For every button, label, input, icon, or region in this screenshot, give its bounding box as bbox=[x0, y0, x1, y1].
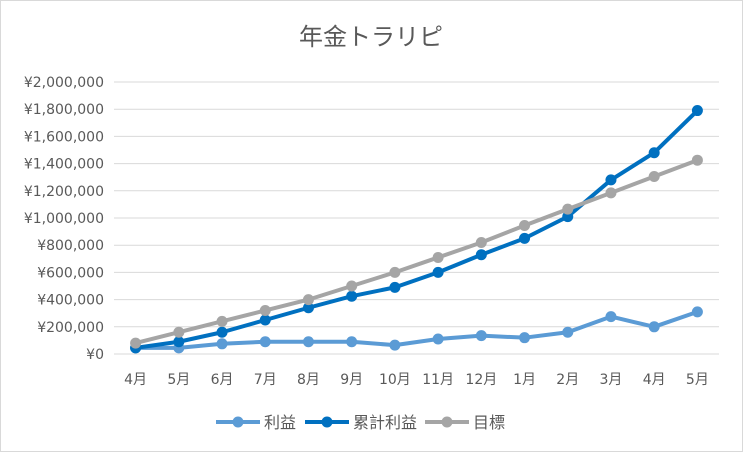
x-tick-label: 12月 bbox=[465, 372, 497, 388]
y-tick-label: ¥1,800,000 bbox=[24, 102, 104, 118]
legend: 利益 累計利益 目標 bbox=[216, 413, 505, 432]
data-point bbox=[302, 294, 314, 306]
data-point bbox=[432, 333, 444, 345]
x-tick-label: 5月 bbox=[686, 372, 709, 388]
legend-label: 目標 bbox=[473, 413, 505, 432]
y-tick-label: ¥1,000,000 bbox=[24, 211, 104, 227]
x-tick-label: 10月 bbox=[379, 372, 411, 388]
data-point bbox=[691, 306, 703, 318]
data-point bbox=[389, 266, 401, 278]
data-point bbox=[259, 336, 271, 348]
data-point bbox=[648, 171, 660, 183]
data-point bbox=[173, 326, 185, 338]
data-point bbox=[259, 304, 271, 316]
legend-marker bbox=[441, 416, 453, 428]
y-tick-label: ¥1,400,000 bbox=[24, 157, 104, 173]
data-point bbox=[302, 336, 314, 348]
y-tick-label: ¥0 bbox=[86, 347, 104, 363]
data-point bbox=[691, 154, 703, 166]
series-layer bbox=[130, 105, 703, 354]
data-point bbox=[216, 326, 228, 338]
legend-item: 累計利益 bbox=[305, 413, 417, 432]
data-point bbox=[475, 330, 487, 342]
y-tick-label: ¥600,000 bbox=[37, 265, 104, 281]
data-point bbox=[216, 338, 228, 350]
x-tick-label: 6月 bbox=[211, 372, 234, 388]
series-line bbox=[135, 158, 699, 346]
data-point bbox=[173, 336, 185, 348]
x-tick-label: 9月 bbox=[340, 372, 363, 388]
x-tick-label: 4月 bbox=[124, 372, 147, 388]
data-point bbox=[562, 203, 574, 215]
legend-marker bbox=[232, 416, 244, 428]
data-point bbox=[605, 174, 617, 186]
series-line bbox=[135, 109, 699, 350]
y-tick-label: ¥1,200,000 bbox=[24, 184, 104, 200]
x-tick-label: 11月 bbox=[422, 372, 454, 388]
data-point bbox=[432, 266, 444, 278]
legend-marker bbox=[321, 416, 333, 428]
data-point bbox=[346, 280, 358, 292]
gridlines bbox=[114, 81, 719, 355]
data-point bbox=[475, 249, 487, 261]
legend-label: 累計利益 bbox=[353, 413, 417, 432]
legend-item: 目標 bbox=[425, 413, 505, 432]
chart-title: 年金トラリピ bbox=[299, 23, 443, 51]
y-tick-label: ¥400,000 bbox=[37, 293, 104, 309]
x-axis-ticks: 4月 5月 6月 7月 8月 9月 10月 11月 12月 1月 2月 3月 4月 5月 bbox=[124, 372, 709, 388]
data-point bbox=[519, 232, 531, 244]
data-point bbox=[302, 302, 314, 314]
y-tick-label: ¥2,000,000 bbox=[24, 75, 104, 91]
data-point bbox=[389, 339, 401, 351]
x-tick-label: 2月 bbox=[556, 372, 579, 388]
x-tick-label: 3月 bbox=[600, 372, 623, 388]
data-point bbox=[519, 219, 531, 231]
data-point bbox=[691, 105, 703, 117]
x-tick-label: 1月 bbox=[513, 372, 536, 388]
data-point bbox=[346, 336, 358, 348]
data-point bbox=[259, 314, 271, 326]
data-point bbox=[519, 332, 531, 344]
series-0 bbox=[130, 306, 703, 354]
x-tick-label: 5月 bbox=[167, 372, 190, 388]
y-axis-ticks: ¥0 ¥200,000 ¥400,000 ¥600,000 ¥800,000 ¥1,000… bbox=[24, 75, 104, 363]
data-point bbox=[605, 187, 617, 199]
x-tick-label: 8月 bbox=[297, 372, 320, 388]
series-2 bbox=[130, 154, 703, 349]
data-point bbox=[605, 311, 617, 323]
data-point bbox=[648, 321, 660, 333]
y-tick-label: ¥1,600,000 bbox=[24, 129, 104, 145]
data-point bbox=[130, 337, 142, 349]
y-tick-label: ¥800,000 bbox=[37, 238, 104, 254]
data-point bbox=[475, 236, 487, 248]
x-tick-label: 7月 bbox=[254, 372, 277, 388]
legend-item: 利益 bbox=[216, 413, 296, 432]
data-point bbox=[389, 281, 401, 293]
data-point bbox=[562, 326, 574, 338]
data-point bbox=[346, 290, 358, 302]
series-1 bbox=[130, 105, 703, 354]
x-tick-label: 4月 bbox=[643, 372, 666, 388]
legend-label: 利益 bbox=[264, 413, 296, 432]
data-point bbox=[648, 147, 660, 159]
data-point bbox=[216, 315, 228, 327]
y-tick-label: ¥200,000 bbox=[37, 320, 104, 336]
data-point bbox=[432, 251, 444, 263]
series-line bbox=[135, 309, 699, 350]
